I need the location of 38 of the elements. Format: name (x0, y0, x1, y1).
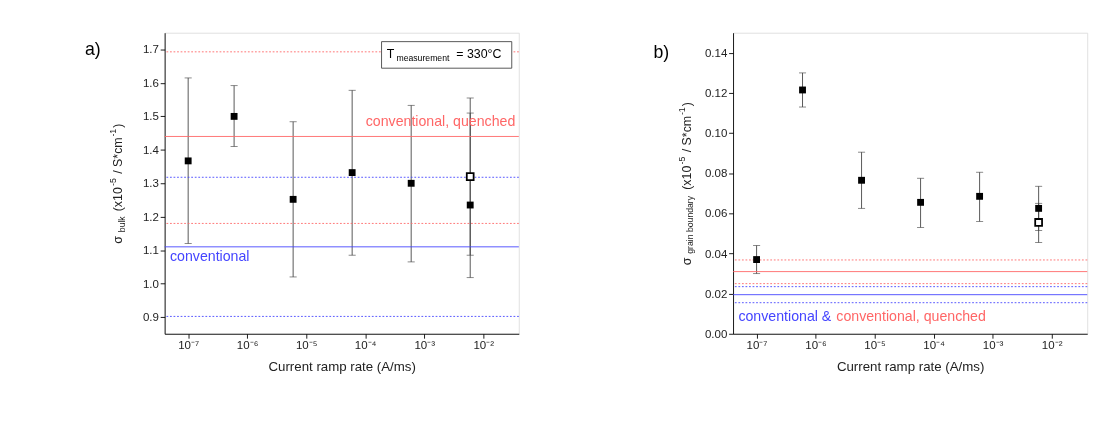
y-tick-label: 0.06 (704, 207, 728, 220)
x-tick-label: 10⁻⁶ (236, 339, 259, 352)
x-tick-label: 10⁻² (1041, 339, 1063, 352)
y-tick-label: 0.04 (704, 247, 728, 260)
y-tick-label: 0.14 (704, 46, 728, 59)
y-tick-label: 0.08 (704, 167, 728, 180)
y-axis-title: σgrain boundary (x10-5 / S*cm-1) (676, 102, 696, 266)
y-tick-label: 1.3 (142, 177, 159, 190)
ref-line-label: conventional & (738, 308, 832, 325)
x-tick-label: 10⁻⁴ (923, 339, 946, 352)
x-tick-label: 10⁻⁷ (746, 339, 768, 352)
text: a) (85, 38, 101, 59)
x-tick-label: 10⁻⁶ (805, 339, 828, 352)
ref-line-label: conventional (170, 248, 250, 265)
y-tick-label: 1.6 (142, 76, 159, 89)
x-tick-label: 10⁻⁴ (354, 339, 377, 352)
y-tick-label: 1.0 (142, 277, 159, 290)
x-tick-label: 10⁻⁷ (178, 339, 200, 352)
x-tick-label: 10⁻³ (982, 339, 1004, 352)
y-tick-label: 0.9 (142, 311, 159, 324)
y-tick-label: 0.00 (704, 327, 728, 340)
x-tick-label: 10⁻² (473, 339, 495, 352)
y-tick-label: 0.10 (704, 127, 728, 140)
y-tick-label: 0.12 (704, 86, 728, 99)
x-axis-title: Current ramp rate (A/ms) (268, 359, 416, 375)
ref-line-label: conventional, quenched (836, 308, 986, 325)
x-tick-label: 10⁻⁵ (295, 339, 318, 352)
y-tick-label: 1.7 (142, 43, 159, 56)
x-tick-label: 10⁻³ (414, 339, 436, 352)
y-tick-label: 1.5 (142, 110, 159, 123)
y-tick-label: 1.1 (142, 244, 159, 257)
y-tick-label: 1.4 (142, 143, 160, 156)
y-tick-label: 0.02 (704, 287, 728, 300)
y-axis-title: σbulk (x10-5 / S*cm-1) (108, 123, 128, 244)
text: b) (653, 42, 670, 63)
x-tick-label: 10⁻⁵ (864, 339, 887, 352)
y-tick-label: 1.2 (142, 210, 159, 223)
x-axis-title: Current ramp rate (A/ms) (836, 359, 985, 375)
